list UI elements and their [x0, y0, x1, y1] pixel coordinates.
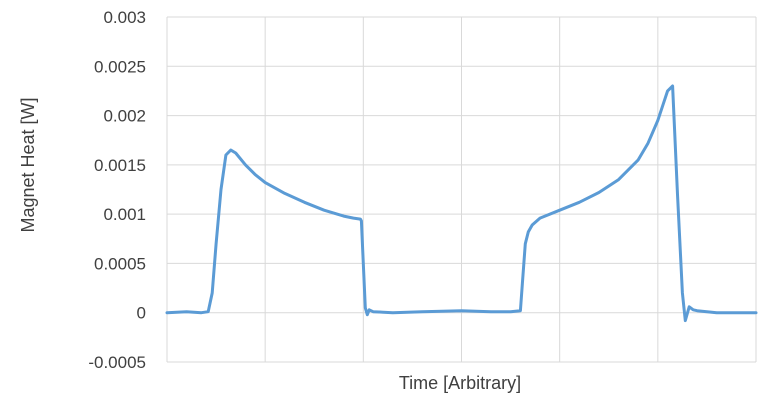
gridlines	[167, 16, 756, 362]
y-tick-label: -0.0005	[88, 353, 146, 372]
y-tick-label: 0	[137, 304, 146, 323]
y-axis-title: Magnet Heat [W]	[18, 97, 38, 232]
axes	[166, 17, 757, 363]
series-layer	[165, 84, 758, 323]
y-tick-label: 0.0005	[94, 254, 146, 273]
y-tick-label: 0.003	[103, 8, 146, 27]
series-line	[165, 84, 758, 323]
y-tick-labels: -0.0005 0 0.0005 0.001 0.0015 0.002 0.0025 0.00…	[88, 8, 146, 372]
x-axis-title: Time [Arbitrary]	[399, 373, 521, 393]
y-tick-label: 0.0015	[94, 156, 146, 175]
y-tick-label: 0.0025	[94, 57, 146, 76]
y-tick-label: 0.001	[103, 205, 146, 224]
y-tick-label: 0.002	[103, 107, 146, 126]
